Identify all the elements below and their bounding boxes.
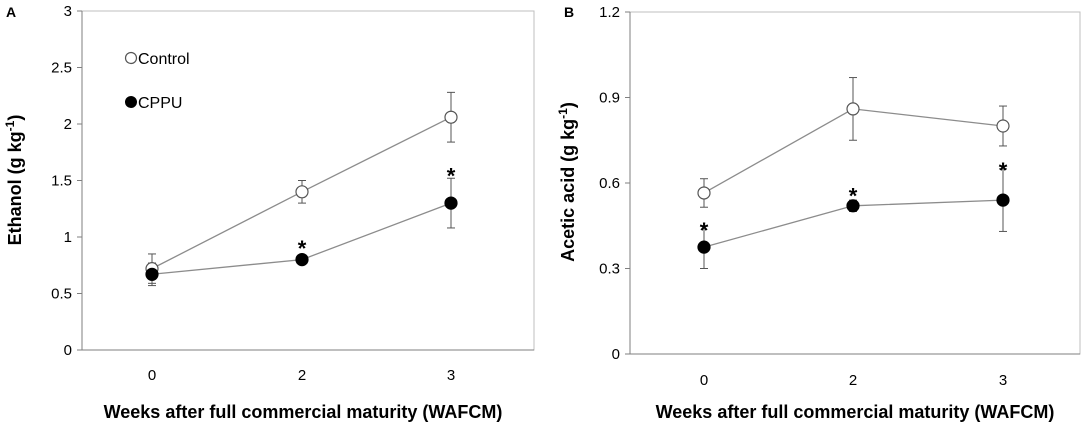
data-point-cppu: [145, 267, 159, 281]
x-tick-label: 2: [298, 367, 306, 384]
x-tick-label: 2: [849, 372, 857, 389]
data-point-control: [846, 102, 860, 116]
panel-b: B 0 0.3 0.6 0.9 1.2 0 2 3 * * * Acetic acid (g k…: [556, 4, 1081, 422]
y-tick-label: 0: [612, 346, 620, 363]
significance-star: *: [298, 236, 307, 261]
y-axis-label-a: Ethanol (g kg-1): [3, 115, 25, 246]
data-point-cppu: [996, 193, 1010, 207]
data-point-cppu: [444, 196, 458, 210]
y-tick-label: 0.5: [51, 286, 72, 303]
y-tick-label: 0.6: [599, 175, 620, 192]
y-label-a-end: ): [5, 115, 25, 121]
y-tick-label: 3: [64, 3, 72, 20]
significance-star: *: [999, 158, 1008, 183]
legend: Control CPPU: [124, 51, 190, 112]
y-tick-label: 2.5: [51, 60, 72, 77]
y-tick-label: 0: [64, 342, 72, 359]
y-label-a-sup: -1: [3, 120, 17, 131]
y-tick-label: 1.2: [599, 4, 620, 21]
x-tick-label: 3: [447, 367, 455, 384]
legend-control-marker: [124, 51, 138, 65]
y-tick-label: 2: [64, 116, 72, 133]
data-point-control: [996, 119, 1010, 133]
significance-star: *: [849, 184, 858, 209]
y-tick-label: 1.5: [51, 173, 72, 190]
y-label-b-end: ): [558, 102, 578, 108]
y-label-b-sup: -1: [556, 108, 570, 119]
panel-label-b: B: [564, 4, 574, 20]
y-tick-label: 1: [64, 229, 72, 246]
x-tick-label: 0: [700, 372, 708, 389]
series-a: [145, 91, 458, 287]
annotations-b: * * *: [700, 158, 1008, 243]
y-ticks-b: 0 0.3 0.6 0.9 1.2: [599, 4, 630, 363]
legend-control-label: Control: [138, 51, 190, 68]
data-point-cppu: [295, 253, 309, 267]
data-point-control: [444, 110, 458, 124]
y-label-a-main: Ethanol (g kg: [5, 131, 25, 245]
y-ticks-a: 0 0.5 1 1.5 2 2.5 3: [51, 3, 82, 359]
legend-cppu-marker: [125, 96, 137, 108]
x-ticks-a: 0 2 3: [148, 367, 455, 384]
panel-label-a: A: [6, 4, 16, 20]
significance-star: *: [700, 218, 709, 243]
significance-star: *: [447, 163, 456, 188]
data-point-control: [295, 185, 309, 199]
data-point-control: [697, 186, 711, 200]
x-axis-label-a: Weeks after full commercial maturity (WA…: [104, 402, 503, 422]
y-tick-label: 0.3: [599, 261, 620, 278]
x-axis-label-b: Weeks after full commercial maturity (WA…: [656, 402, 1055, 422]
y-label-b-main: Acetic acid (g kg: [558, 119, 578, 262]
legend-cppu-label: CPPU: [138, 95, 182, 112]
x-tick-label: 3: [999, 372, 1007, 389]
data-point-cppu: [697, 240, 711, 254]
annotations-a: **: [298, 163, 456, 260]
data-point-cppu: [846, 199, 860, 213]
series-b: [697, 77, 1010, 269]
y-axis-label-b: Acetic acid (g kg-1): [556, 102, 578, 262]
y-tick-label: 0.9: [599, 90, 620, 107]
x-ticks-b: 0 2 3: [700, 372, 1007, 389]
x-tick-label: 0: [148, 367, 156, 384]
